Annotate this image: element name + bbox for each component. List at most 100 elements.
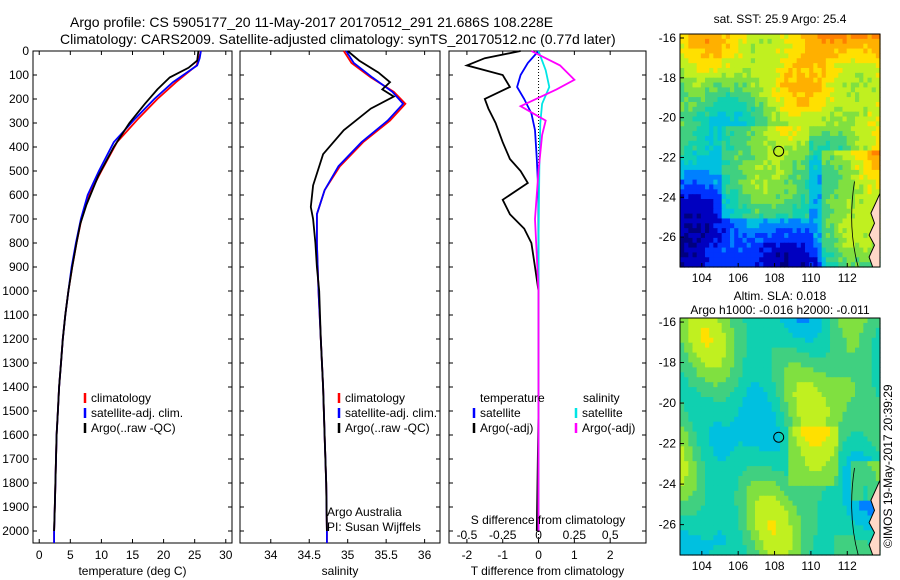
map-cell — [755, 179, 760, 186]
map-cell — [805, 545, 810, 551]
map-cell — [717, 337, 723, 344]
map-cell — [717, 387, 723, 393]
map-cell — [692, 140, 698, 147]
map-cell — [750, 38, 756, 45]
map-cell — [713, 97, 719, 103]
map-cell — [842, 367, 848, 373]
map-cell — [825, 387, 831, 393]
map-cell — [875, 401, 881, 408]
map-cell — [759, 233, 764, 239]
map-cell — [746, 169, 752, 176]
map-cell — [688, 416, 694, 423]
map-cell — [771, 208, 777, 215]
y-tick-label: 1500 — [2, 404, 29, 418]
map-cell — [750, 342, 756, 349]
map-cell — [763, 116, 769, 122]
map-cell — [721, 505, 727, 512]
map-cell — [692, 43, 698, 50]
map-cell — [817, 189, 823, 195]
map-cell — [855, 318, 860, 324]
map-cell — [705, 145, 710, 152]
map-cell — [742, 160, 748, 166]
map-cell — [713, 392, 719, 398]
map-cell — [817, 490, 823, 497]
map-cell — [830, 87, 835, 93]
map-cell — [800, 411, 806, 418]
map-cell — [705, 67, 710, 74]
map-cell — [821, 121, 827, 127]
map-cell — [825, 67, 831, 74]
map-cell — [730, 392, 735, 398]
map-cell — [867, 322, 873, 329]
map-cell — [767, 476, 773, 482]
map-cell — [755, 126, 760, 132]
map-cell — [813, 525, 819, 531]
map-cell — [780, 550, 785, 556]
map-cell — [842, 101, 848, 108]
map-cell — [784, 228, 789, 234]
map-cell — [767, 228, 773, 234]
map-cell — [755, 342, 760, 349]
map-cell — [809, 322, 814, 329]
map-cell — [809, 43, 814, 50]
map-cell — [746, 223, 752, 229]
map-cell — [742, 242, 748, 249]
map-cell — [734, 446, 739, 452]
map-cell — [738, 436, 744, 443]
map-cell — [763, 490, 769, 497]
map-cell — [805, 480, 810, 487]
map-cell — [855, 530, 860, 536]
map-cell — [846, 257, 852, 263]
map-cell — [796, 347, 802, 354]
map-cell — [838, 530, 844, 536]
map-cell — [688, 327, 694, 334]
map-cell — [680, 392, 685, 398]
map-cell — [830, 446, 835, 452]
map-cell — [692, 337, 698, 344]
map-cell — [684, 347, 689, 354]
map-cell — [784, 426, 789, 433]
map-cell — [788, 362, 794, 368]
map-cell — [859, 131, 864, 137]
map-cell — [838, 165, 844, 171]
map-cell — [734, 332, 739, 339]
map-cell — [692, 525, 698, 531]
map-cell — [755, 490, 760, 497]
map-cell — [684, 72, 689, 79]
map-cell — [859, 480, 864, 487]
map-cell — [746, 203, 752, 210]
map-cell — [859, 436, 864, 443]
map-cell — [838, 540, 844, 546]
map-cell — [692, 160, 698, 166]
map-cell — [759, 431, 764, 438]
map-cell — [813, 397, 819, 403]
map-cell — [867, 387, 873, 393]
map-cell — [688, 48, 694, 55]
map-cell — [755, 550, 760, 556]
map-cell — [709, 520, 714, 526]
map-cell — [796, 145, 802, 152]
map-cell — [700, 43, 706, 50]
map-cell — [830, 357, 835, 364]
map-cell — [721, 441, 727, 447]
map-cell — [871, 327, 877, 334]
map-cell — [796, 451, 802, 457]
map-cell — [721, 411, 727, 418]
map-cell — [792, 247, 798, 254]
map-cell — [830, 223, 835, 229]
map-cell — [738, 456, 744, 462]
map-cell — [838, 92, 844, 98]
map-cell — [809, 237, 814, 244]
map-cell — [855, 199, 860, 205]
map-cell — [788, 451, 794, 457]
map-cell — [734, 67, 739, 74]
map-cell — [863, 199, 869, 205]
map-cell — [800, 510, 806, 517]
map-cell — [717, 77, 723, 84]
map-cell — [700, 257, 706, 263]
map-cell — [767, 97, 773, 103]
map-cell — [867, 213, 873, 220]
map-cell — [717, 97, 723, 103]
map-cell — [750, 63, 756, 69]
map-cell — [755, 387, 760, 393]
